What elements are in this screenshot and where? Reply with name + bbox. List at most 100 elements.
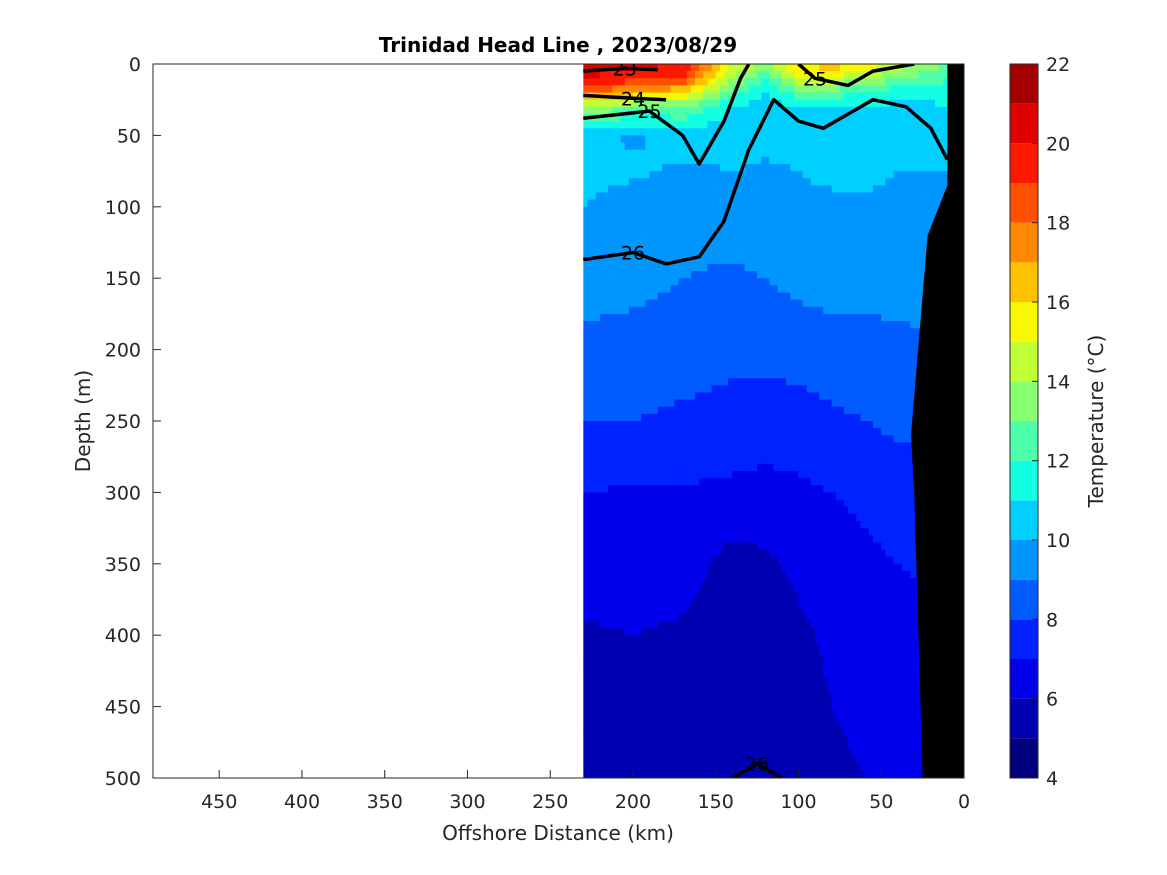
temperature-cell [719,549,725,558]
temperature-cell [736,756,742,765]
temperature-cell [703,342,709,351]
temperature-cell [686,492,692,501]
temperature-cell [645,235,651,244]
temperature-cell [765,585,771,593]
temperature-cell [632,392,638,401]
temperature-cell [591,520,597,529]
temperature-cell [719,85,725,94]
temperature-cell [777,463,783,472]
temperature-cell [641,678,646,686]
temperature-cell [769,213,775,222]
temperature-cell [715,156,721,165]
temperature-cell [678,485,684,493]
temperature-cell [781,356,787,365]
temperature-cell [661,428,667,436]
temperature-cell [641,121,646,129]
temperature-cell [686,71,692,79]
temperature-cell [686,285,692,294]
temperature-cell [744,656,750,665]
temperature-cell [595,670,601,679]
temperature-cell [612,135,618,144]
temperature-cell [777,335,783,344]
temperature-cell [740,492,746,501]
temperature-cell [587,456,593,465]
temperature-cell [757,328,762,336]
temperature-cell [695,520,700,529]
temperature-cell [616,235,622,244]
temperature-cell [719,99,725,108]
temperature-cell [591,228,597,236]
temperature-cell [724,399,729,408]
temperature-cell [657,413,663,422]
temperature-cell [674,699,680,708]
temperature-cell [670,713,675,722]
temperature-cell [695,628,700,636]
temperature-cell [649,442,655,451]
temperature-cell [657,542,663,551]
temperature-cell [666,99,671,108]
temperature-cell [587,278,593,286]
temperature-cell [744,349,750,358]
temperature-cell [599,428,605,436]
temperature-cell [736,64,742,72]
temperature-cell [777,735,783,743]
temperature-cell [616,142,622,151]
temperature-cell [682,449,688,458]
temperature-cell [583,649,589,658]
temperature-cell [616,163,622,172]
temperature-cell [591,656,597,665]
temperature-cell [715,485,721,493]
temperature-cell [632,121,638,129]
temperature-cell [674,556,680,565]
temperature-cell [670,356,675,365]
temperature-cell [587,606,593,615]
temperature-cell [740,328,746,336]
temperature-cell [674,770,680,778]
temperature-cell [786,142,791,151]
temperature-cell [748,135,754,144]
temperature-cell [757,99,762,108]
temperature-cell [666,642,671,651]
temperature-cell [769,85,775,94]
temperature-cell [587,85,593,94]
temperature-cell [752,663,758,672]
temperature-cell [674,399,680,408]
temperature-cell [616,135,622,144]
temperature-cell [744,271,750,279]
temperature-cell [715,599,721,608]
temperature-cell [715,463,721,472]
temperature-cell [641,649,646,658]
temperature-cell [752,735,758,743]
temperature-cell [761,363,766,372]
temperature-cell [765,592,771,601]
temperature-cell [624,492,630,501]
temperature-cell [777,199,783,208]
temperature-cell [715,206,721,215]
temperature-cell [781,549,787,558]
temperature-cell [761,492,766,501]
temperature-cell [781,628,787,636]
temperature-cell [690,385,696,394]
temperature-cell [744,642,750,651]
temperature-cell [703,349,709,358]
temperature-cell [711,735,717,743]
temperature-cell [707,299,713,308]
temperature-cell [628,578,634,586]
temperature-cell [583,449,589,458]
temperature-cell [653,399,659,408]
temperature-cell [761,470,766,479]
temperature-cell [707,456,713,465]
temperature-cell [695,178,700,186]
temperature-cell [587,770,593,778]
temperature-cell [628,770,634,778]
temperature-cell [604,685,609,693]
temperature-cell [620,99,626,108]
temperature-cell [769,335,775,344]
temperature-cell [653,592,659,601]
temperature-cell [761,99,766,108]
temperature-cell [728,549,733,558]
temperature-cell [595,592,601,601]
temperature-cell [744,506,750,515]
temperature-cell [736,720,742,729]
temperature-cell [595,335,601,344]
